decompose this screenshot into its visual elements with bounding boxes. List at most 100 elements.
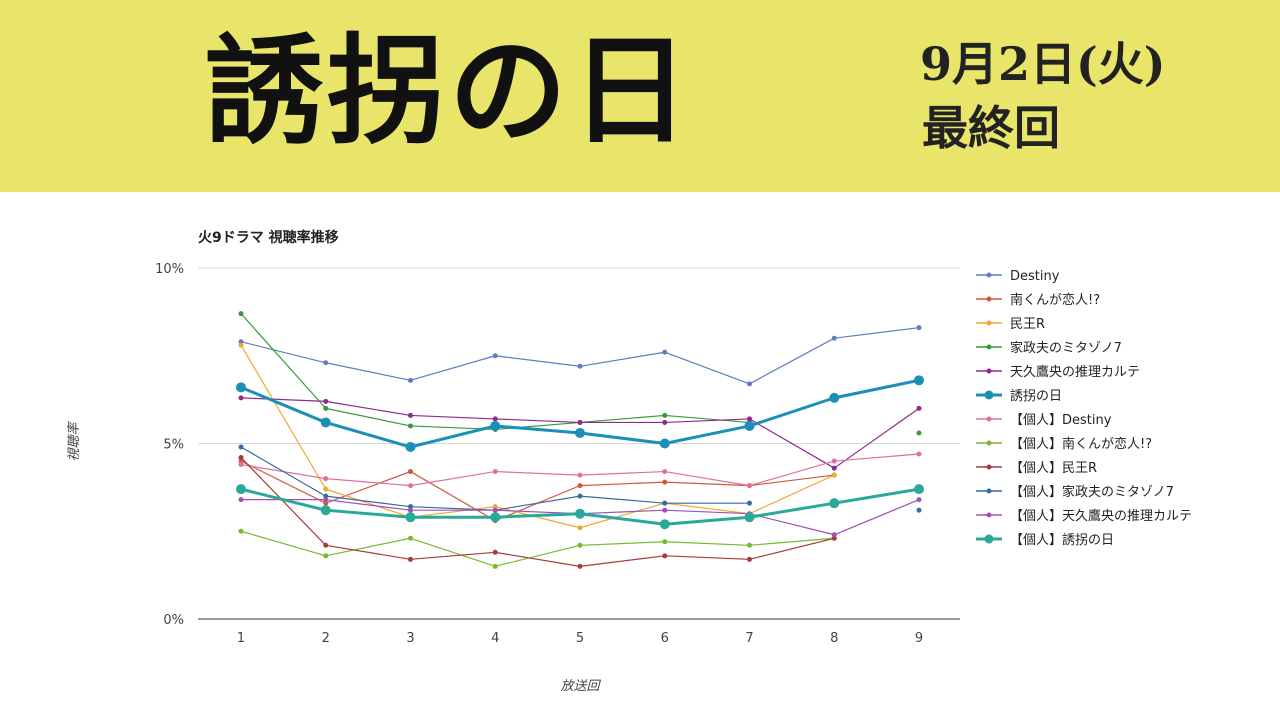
- legend-item: 南くんが恋人!?: [976, 292, 1100, 308]
- legend-item: 【個人】誘拐の日: [976, 533, 1114, 548]
- legend-label: 天久鷹央の推理カルテ: [1010, 365, 1140, 380]
- data-point: [577, 363, 583, 369]
- legend-swatch-dot: [986, 368, 992, 374]
- legend-item: Destiny: [976, 269, 1060, 284]
- data-point: [323, 500, 329, 506]
- data-point: [829, 392, 840, 403]
- data-point: [408, 469, 413, 475]
- data-point: [577, 483, 583, 489]
- data-point: [662, 349, 668, 355]
- data-point: [659, 519, 670, 530]
- x-axis-label: 放送回: [560, 679, 601, 694]
- data-point: [744, 420, 755, 431]
- data-point: [408, 412, 413, 418]
- data-point: [323, 486, 329, 492]
- data-point: [831, 535, 837, 541]
- data-point: [492, 507, 498, 513]
- data-point: [492, 353, 498, 359]
- data-point: [662, 412, 668, 418]
- data-point: [831, 335, 837, 341]
- data-point: [831, 472, 837, 478]
- legend-label: 【個人】Destiny: [1010, 413, 1112, 428]
- data-point: [914, 484, 924, 495]
- legend-label: 【個人】天久鷹央の推理カルテ: [1010, 509, 1192, 524]
- legend-swatch-dot: [986, 272, 992, 278]
- data-point: [238, 458, 244, 464]
- data-point: [747, 416, 752, 422]
- x-tick-label: 7: [745, 631, 753, 646]
- data-point: [405, 512, 416, 523]
- legend-item: 【個人】民王R: [976, 461, 1097, 476]
- x-axis-ticks: 1 2 3 4 5 6 7 8 9: [237, 631, 923, 646]
- data-point: [323, 398, 329, 404]
- data-point: [323, 542, 329, 548]
- data-point: [492, 469, 498, 475]
- legend-item: 【個人】南くんが恋人!?: [976, 436, 1152, 452]
- legend-swatch-dot: [986, 464, 992, 470]
- data-point: [238, 339, 244, 345]
- series-0: [238, 325, 922, 387]
- legend-swatch-dot: [984, 390, 994, 400]
- data-point: [320, 505, 331, 516]
- data-point: [577, 525, 583, 531]
- data-point: [659, 438, 670, 449]
- legend-swatch-dot: [984, 534, 994, 544]
- data-point: [662, 500, 668, 506]
- episode-label: 最終回: [922, 101, 1060, 155]
- data-point: [747, 381, 752, 387]
- data-point: [323, 497, 329, 503]
- data-point: [577, 493, 583, 499]
- data-point: [238, 497, 244, 503]
- data-point: [408, 507, 413, 513]
- data-point: [916, 405, 922, 411]
- legend: Destiny 南くんが恋人!? 民王R 家政夫のミタゾノ7 天久鷹央の推理カルテ誘拐の…: [976, 269, 1192, 548]
- data-point: [492, 416, 498, 422]
- data-point: [662, 553, 668, 559]
- title-banner: 誘拐の日 9月2日(火) 最終回: [0, 0, 1280, 192]
- data-point: [577, 472, 583, 478]
- series-4: [238, 395, 922, 471]
- legend-swatch-dot: [986, 320, 992, 326]
- data-point: [323, 476, 329, 482]
- legend-swatch-dot: [986, 296, 992, 302]
- data-point: [408, 483, 413, 489]
- ratings-line-chart: 火9ドラマ 視聴率推移 0% 5% 10% 1 2 3 4 5 6 7 8 9 視聴率 放送回 De…: [66, 229, 1192, 694]
- x-tick-label: 4: [491, 631, 499, 646]
- data-point: [236, 484, 246, 495]
- data-point: [238, 528, 244, 534]
- series-line: [240, 530, 835, 567]
- data-point: [238, 311, 244, 317]
- data-point: [662, 419, 668, 425]
- data-point: [238, 395, 244, 401]
- series-11: [236, 484, 924, 530]
- chart-title: 火9ドラマ 視聴率推移: [198, 229, 339, 246]
- broadcast-date: 9月2日(火): [920, 37, 1166, 91]
- series-7: [238, 528, 837, 569]
- series-line: [240, 313, 750, 431]
- legend-label: 家政夫のミタゾノ7: [1010, 340, 1122, 356]
- series-5: [236, 375, 924, 453]
- data-point: [575, 427, 585, 438]
- data-point: [323, 360, 329, 366]
- data-point: [408, 535, 413, 541]
- data-point: [916, 497, 922, 503]
- data-point: [662, 507, 668, 513]
- data-point: [577, 542, 583, 548]
- data-point: [662, 469, 668, 475]
- y-axis-ticks: 0% 5% 10%: [155, 262, 184, 628]
- series-3: [238, 311, 922, 436]
- legend-item: 【個人】家政夫のミタゾノ7: [976, 484, 1174, 500]
- series-line: [240, 327, 920, 385]
- data-point: [577, 563, 583, 569]
- series-8: [238, 455, 837, 569]
- data-point: [914, 375, 924, 386]
- legend-label: 民王R: [1010, 317, 1045, 332]
- y-tick-label: 0%: [163, 613, 184, 628]
- x-tick-label: 5: [576, 631, 584, 646]
- legend-item: 家政夫のミタゾノ7: [976, 340, 1122, 356]
- data-point: [492, 504, 498, 510]
- data-point: [408, 556, 413, 562]
- data-point: [320, 417, 331, 428]
- series-lines: [236, 311, 924, 569]
- drama-title: 誘拐の日: [205, 21, 694, 160]
